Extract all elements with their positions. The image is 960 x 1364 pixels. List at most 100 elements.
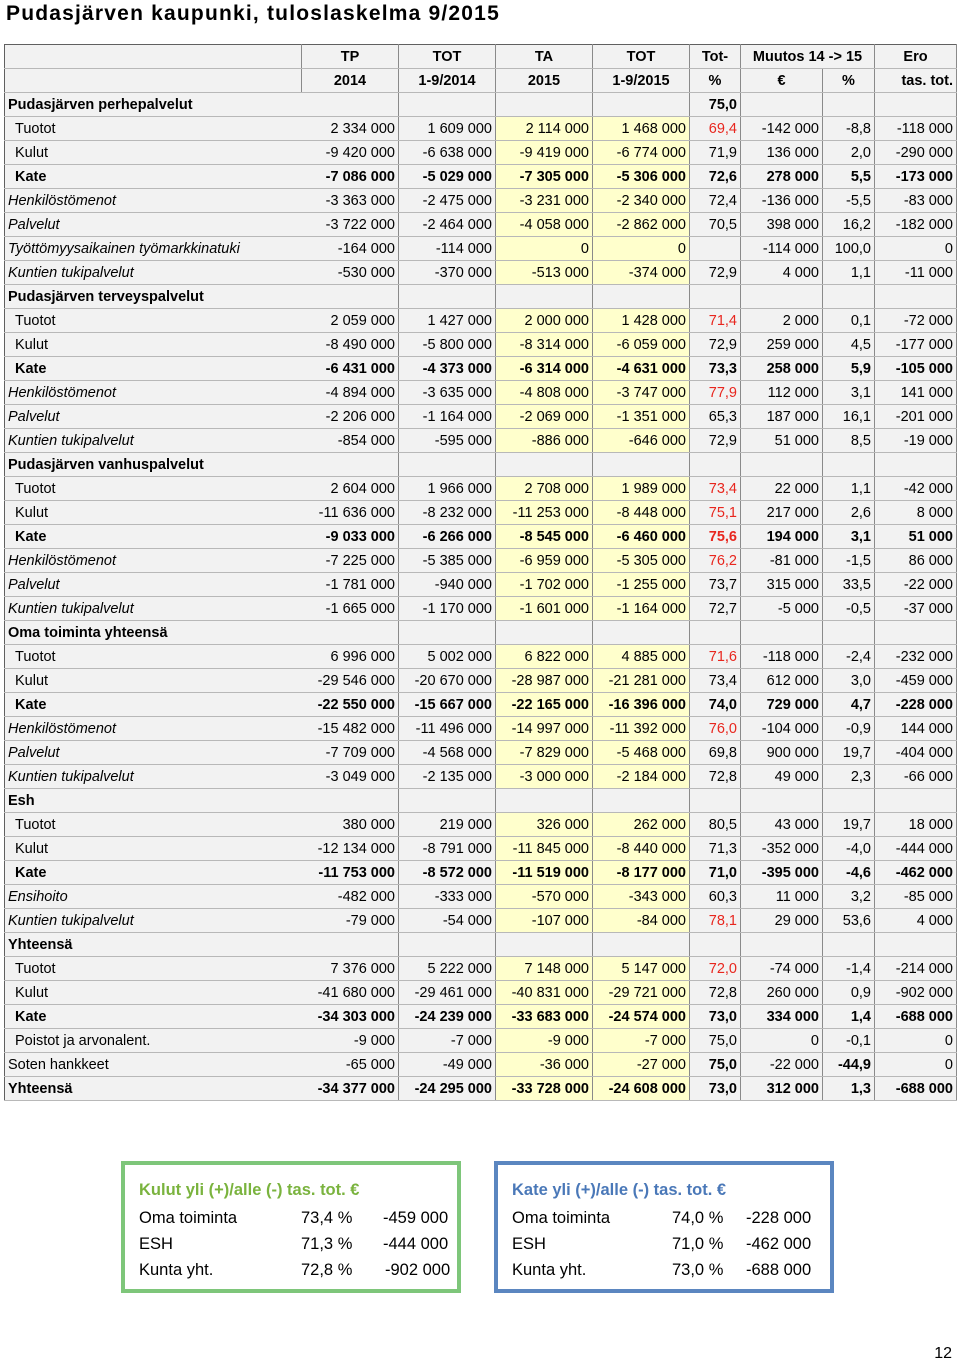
row-value: 0 [495,236,593,261]
row-value: -173 000 [874,164,957,189]
row-value: -290 000 [874,140,957,165]
header-cell: Muutos 14 -> 15 [740,44,875,69]
header-cell: TOT [592,44,690,69]
row-value: 69,8 [689,740,741,765]
row-value: 312 000 [740,1076,823,1101]
section-cell [301,284,399,309]
summary-row-pct: 73,4 % [301,1209,353,1227]
row-value: -29 461 000 [398,980,496,1005]
row-value: 5,9 [822,356,875,381]
row-value: -343 000 [592,884,690,909]
row-value: 4,5 [822,332,875,357]
section-cell [874,92,957,117]
row-value: -142 000 [740,116,823,141]
row-value: -1 601 000 [495,596,593,621]
row-value: 75,1 [689,500,741,525]
row-value: -24 574 000 [592,1004,690,1029]
row-label: Palvelut [4,404,302,429]
row-value: 217 000 [740,500,823,525]
table-row: Tuotot 2 334 000 1 609 000 2 114 000 1 468 0… [4,116,957,141]
section-cell [592,92,690,117]
row-value: 1 427 000 [398,308,496,333]
header-cell: TOT [398,44,496,69]
row-value: 1 428 000 [592,308,690,333]
table-row: Kate -6 431 000 -4 373 000 -6 314 000 -4 631… [4,356,957,381]
row-value: 65,3 [689,404,741,429]
section-cell [301,620,399,645]
row-value: -79 000 [301,908,399,933]
row-value: 16,1 [822,404,875,429]
section-cell [398,620,496,645]
row-value: -28 987 000 [495,668,593,693]
row-value: 141 000 [874,380,957,405]
table-row: Kuntien tukipalvelut -1 665 000 -1 170 000… [4,596,957,621]
row-value: -5 000 [740,596,823,621]
row-label: Tuotot [4,116,302,141]
row-label: Kuntien tukipalvelut [4,596,302,621]
row-value: -4 631 000 [592,356,690,381]
row-value: 0,1 [822,308,875,333]
row-value: -333 000 [398,884,496,909]
row-value: 70,5 [689,212,741,237]
summary-row: Kunta yht. 73,0 % -688 000 [512,1261,832,1283]
row-value: -37 000 [874,596,957,621]
row-value: -3 747 000 [592,380,690,405]
section-title: Pudasjärven perhepalvelut [4,92,302,117]
row-value: -54 000 [398,908,496,933]
summary-row-name: Kunta yht. [512,1261,587,1279]
section-title: Esh [4,788,302,813]
row-value: 8 000 [874,500,957,525]
row-value: -214 000 [874,956,957,981]
row-value: 5 147 000 [592,956,690,981]
table-row: Kulut -41 680 000 -29 461 000 -40 831 000 -2… [4,980,957,1005]
section-cell [495,284,593,309]
table-row: Henkilöstömenot -4 894 000 -3 635 000 -4 80… [4,380,957,405]
header-cell [4,68,302,93]
row-value: 4 885 000 [592,644,690,669]
row-value: -15 667 000 [398,692,496,717]
summary-row-eur: -902 000 [385,1261,451,1279]
section-header-row: Pudasjärven terveyspalvelut [4,284,957,309]
row-value: 73,0 [689,1004,741,1029]
row-value: -1,4 [822,956,875,981]
section-cell [874,788,957,813]
row-value: -65 000 [301,1052,399,1077]
row-value: -2 862 000 [592,212,690,237]
row-value: -370 000 [398,260,496,285]
row-value: 72,8 [689,980,741,1005]
section-cell [822,932,875,957]
section-cell [822,92,875,117]
summary-row-pct: 73,0 % [672,1261,724,1279]
header-cell: % [689,68,741,93]
row-value: -8 545 000 [495,524,593,549]
row-label: Kate [4,692,302,717]
summary-row: ESH 71,3 % -444 000 [139,1235,459,1257]
row-value: 2,3 [822,764,875,789]
row-label: Kulut [4,668,302,693]
row-value: 49 000 [740,764,823,789]
footer-row: Yhteensä -34 377 000 -24 295 000 -33 728 00… [4,1076,957,1101]
row-value: -5 306 000 [592,164,690,189]
row-value: 7 148 000 [495,956,593,981]
row-value: -7 000 [592,1028,690,1053]
page-number: 12 [934,1345,952,1362]
summary-row-name: Kunta yht. [139,1261,214,1279]
row-value: -886 000 [495,428,593,453]
row-value: -11 636 000 [301,500,399,525]
row-value: 71,6 [689,644,741,669]
row-label: Kate [4,356,302,381]
row-value: -4 568 000 [398,740,496,765]
row-label: Kulut [4,332,302,357]
row-value: -8 440 000 [592,836,690,861]
row-label: Palvelut [4,212,302,237]
section-cell [689,284,741,309]
row-value: 1,1 [822,260,875,285]
section-title: Oma toiminta yhteensä [4,620,302,645]
row-value: -854 000 [301,428,399,453]
section-cell [689,620,741,645]
row-value: -1 351 000 [592,404,690,429]
header-cell: 2014 [301,68,399,93]
table-row: Tuotot 380 000 219 000 326 000 262 000 80,5 43… [4,812,957,837]
table-row: Tuotot 2 059 000 1 427 000 2 000 000 1 428 0… [4,308,957,333]
row-label: Henkilöstömenot [4,380,302,405]
